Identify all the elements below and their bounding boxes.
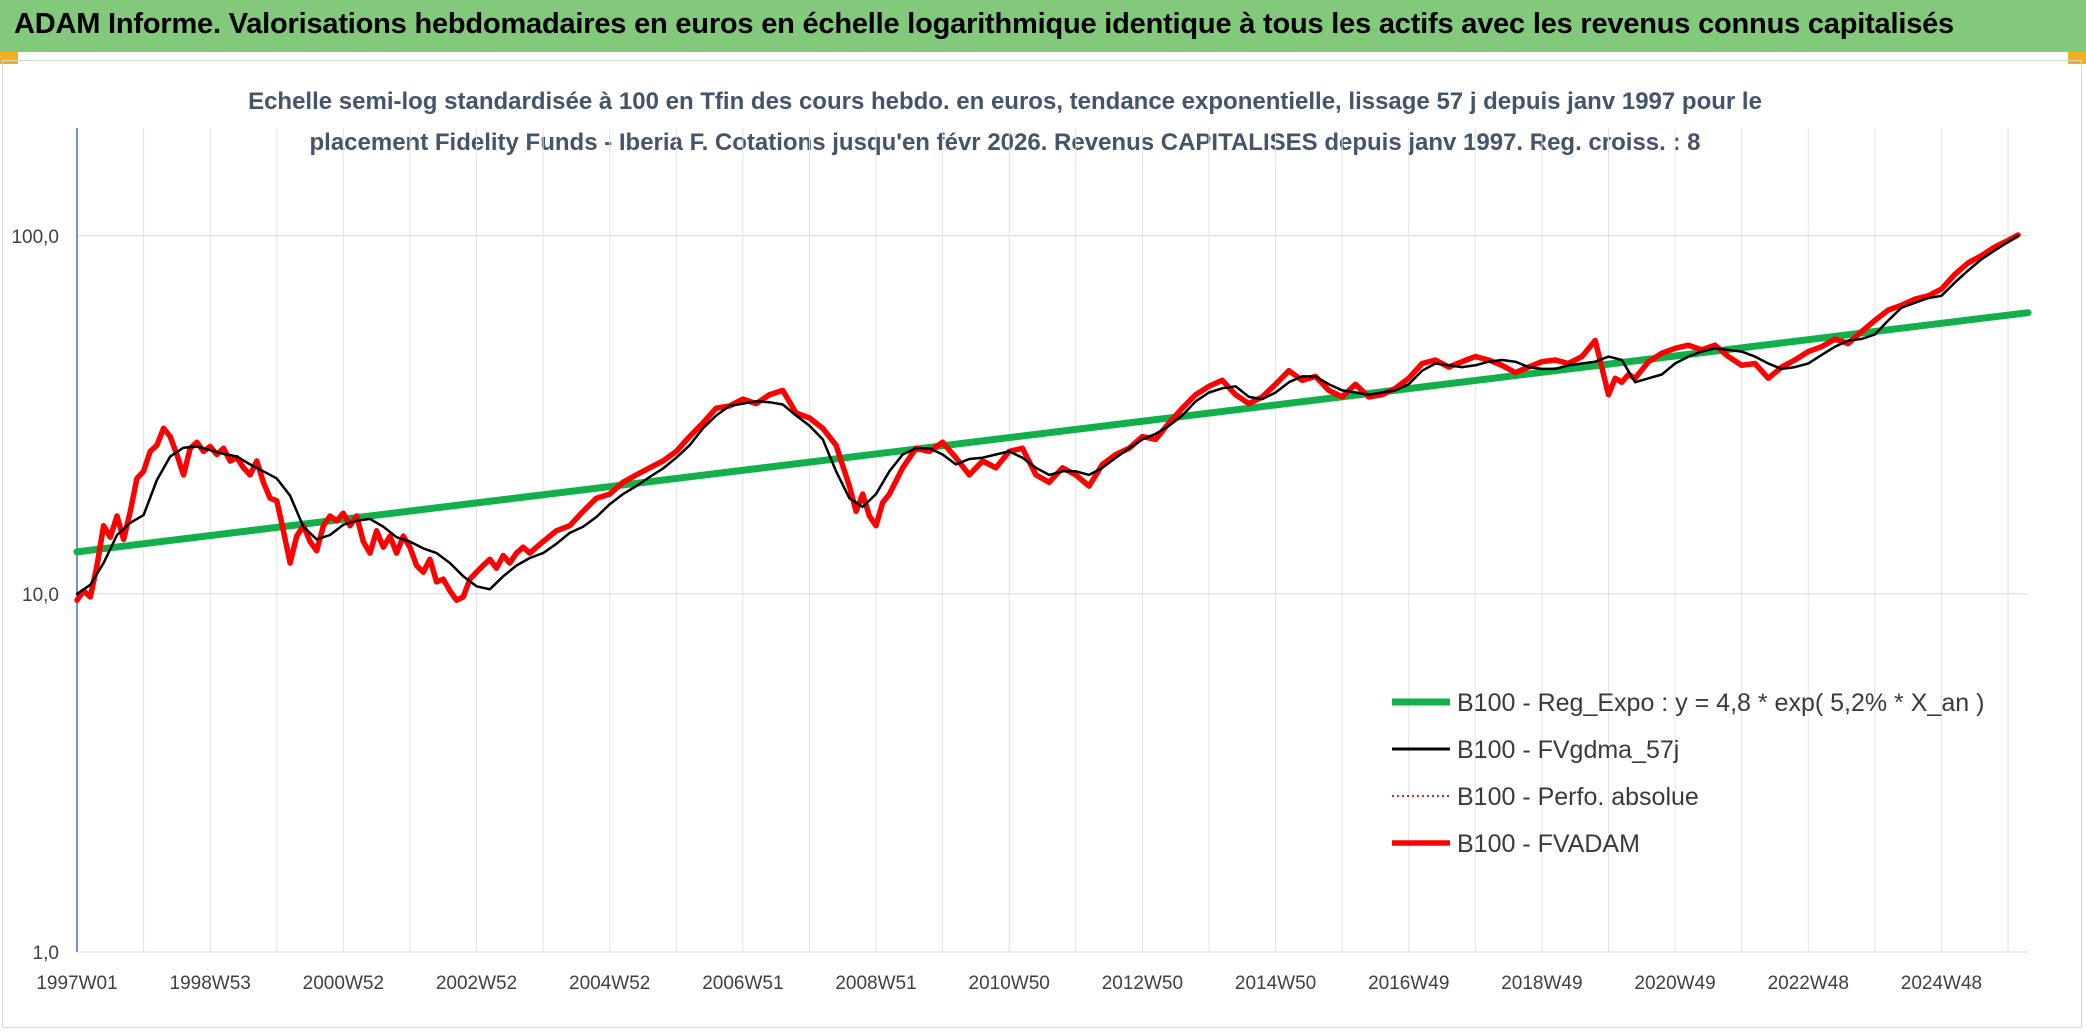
- y-tick-label: 100,0: [11, 227, 59, 248]
- y-tick-label: 10,0: [22, 585, 59, 606]
- x-tick-label: 2000W52: [303, 973, 384, 994]
- x-tick-label: 2018W49: [1501, 973, 1582, 994]
- x-tick-label: 2004W52: [569, 973, 650, 994]
- y-tick-labels: 1,0 10,0 100,0: [11, 227, 59, 964]
- x-tick-label: 2016W49: [1368, 973, 1449, 994]
- legend: B100 - Reg_Expo : y = 4,8 * exp( 5,2% * …: [1392, 689, 1984, 858]
- legend-label-3: B100 - Perfo. absolue: [1457, 783, 1699, 811]
- x-tick-label: 2008W51: [835, 973, 916, 994]
- legend-label-1: B100 - Reg_Expo : y = 4,8 * exp( 5,2% * …: [1457, 689, 1984, 717]
- banner-title: ADAM Informe. Valorisations hebdomadaire…: [14, 8, 1954, 40]
- chart-frame: [2, 60, 2082, 1028]
- series-layer: [73, 232, 2032, 603]
- x-tick-label: 2014W50: [1235, 973, 1316, 994]
- grid-layer: [77, 128, 2028, 953]
- banner: ADAM Informe. Valorisations hebdomadaire…: [0, 0, 2086, 52]
- x-tick-label: 2012W50: [1102, 973, 1183, 994]
- chart-subtitle-line-2: placement Fidelity Funds - Iberia F. Cot…: [309, 129, 1701, 156]
- x-tick-label: 2002W52: [436, 973, 517, 994]
- series-line-2: [75, 234, 2020, 596]
- x-tick-label: 1997W01: [36, 973, 117, 994]
- x-tick-label: 2010W50: [969, 973, 1050, 994]
- corner-mark-left: [0, 52, 18, 64]
- x-tick-label: 2006W51: [702, 973, 783, 994]
- legend-label-2: B100 - FVgdma_57j: [1457, 736, 1679, 764]
- series-line-4: [74, 232, 2021, 603]
- chart-subtitle-line-1: Echelle semi-log standardisée à 100 en T…: [248, 88, 1762, 115]
- x-tick-label: 2020W49: [1634, 973, 1715, 994]
- legend-label-4: B100 - FVADAM: [1457, 830, 1640, 858]
- y-tick-label: 1,0: [33, 943, 59, 964]
- x-tick-label: 2024W48: [1901, 973, 1982, 994]
- x-tick-label: 2022W48: [1768, 973, 1849, 994]
- x-tick-labels: 1997W01 1998W53 2000W52 2002W52 2004W52 2006W…: [36, 973, 1982, 994]
- x-tick-label: 1998W53: [170, 973, 251, 994]
- series-line-1: [73, 309, 2032, 556]
